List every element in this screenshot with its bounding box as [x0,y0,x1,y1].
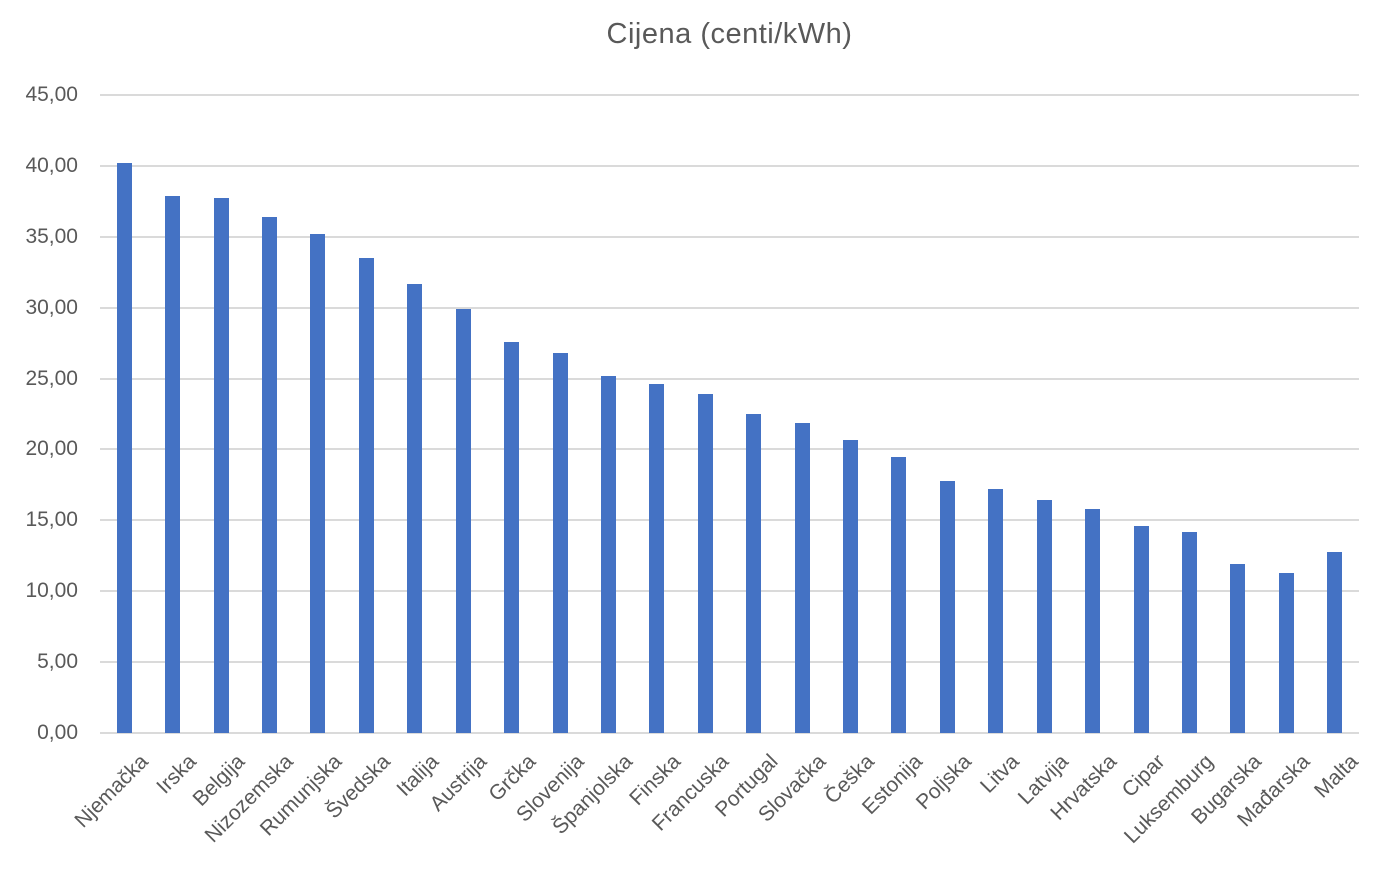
bar [165,195,181,733]
y-axis-tick-label: 35,00 [25,224,78,248]
gridline [100,661,1359,664]
bar [891,456,907,733]
bar [1182,531,1198,733]
bar [1327,551,1343,733]
y-axis-tick-label: 20,00 [25,437,78,461]
gridline [100,306,1359,309]
gridline [100,235,1359,238]
y-axis-tick-label: 15,00 [25,508,78,532]
bar [552,353,568,733]
bar [504,341,520,733]
bar [116,163,132,733]
y-axis-tick-label: 30,00 [25,295,78,319]
gridline [100,377,1359,380]
bar [358,258,374,733]
bar [1230,564,1246,733]
y-axis-tick-label: 25,00 [25,366,78,390]
bar [600,375,616,733]
gridline [100,590,1359,593]
gridline [100,519,1359,522]
bar [746,414,762,733]
bar [649,384,665,733]
bar [697,394,713,733]
chart-title: Cijena (centi/kWh) [606,18,853,50]
gridline [100,448,1359,451]
bar [843,439,859,733]
bar [1133,526,1149,733]
bar [261,216,277,733]
bar [794,422,810,733]
gridline [100,94,1359,96]
bar [455,309,471,733]
bar [1278,572,1294,733]
x-axis-label: Malta [1310,750,1364,803]
bar [407,283,423,733]
gridline [100,164,1359,167]
bar [310,233,326,733]
x-axis-label: Njemačka [70,750,153,833]
y-axis-tick-label: 10,00 [25,579,78,603]
y-axis-tick-label: 40,00 [25,153,78,177]
bar [988,489,1004,733]
gridline [100,732,1359,734]
bar [213,198,229,733]
bar [1085,508,1101,733]
bar [1036,500,1052,733]
bar [939,480,955,733]
y-axis-tick-label: 45,00 [25,83,78,106]
y-axis-tick-label: 0,00 [37,721,78,744]
y-axis-tick-label: 5,00 [37,650,78,674]
